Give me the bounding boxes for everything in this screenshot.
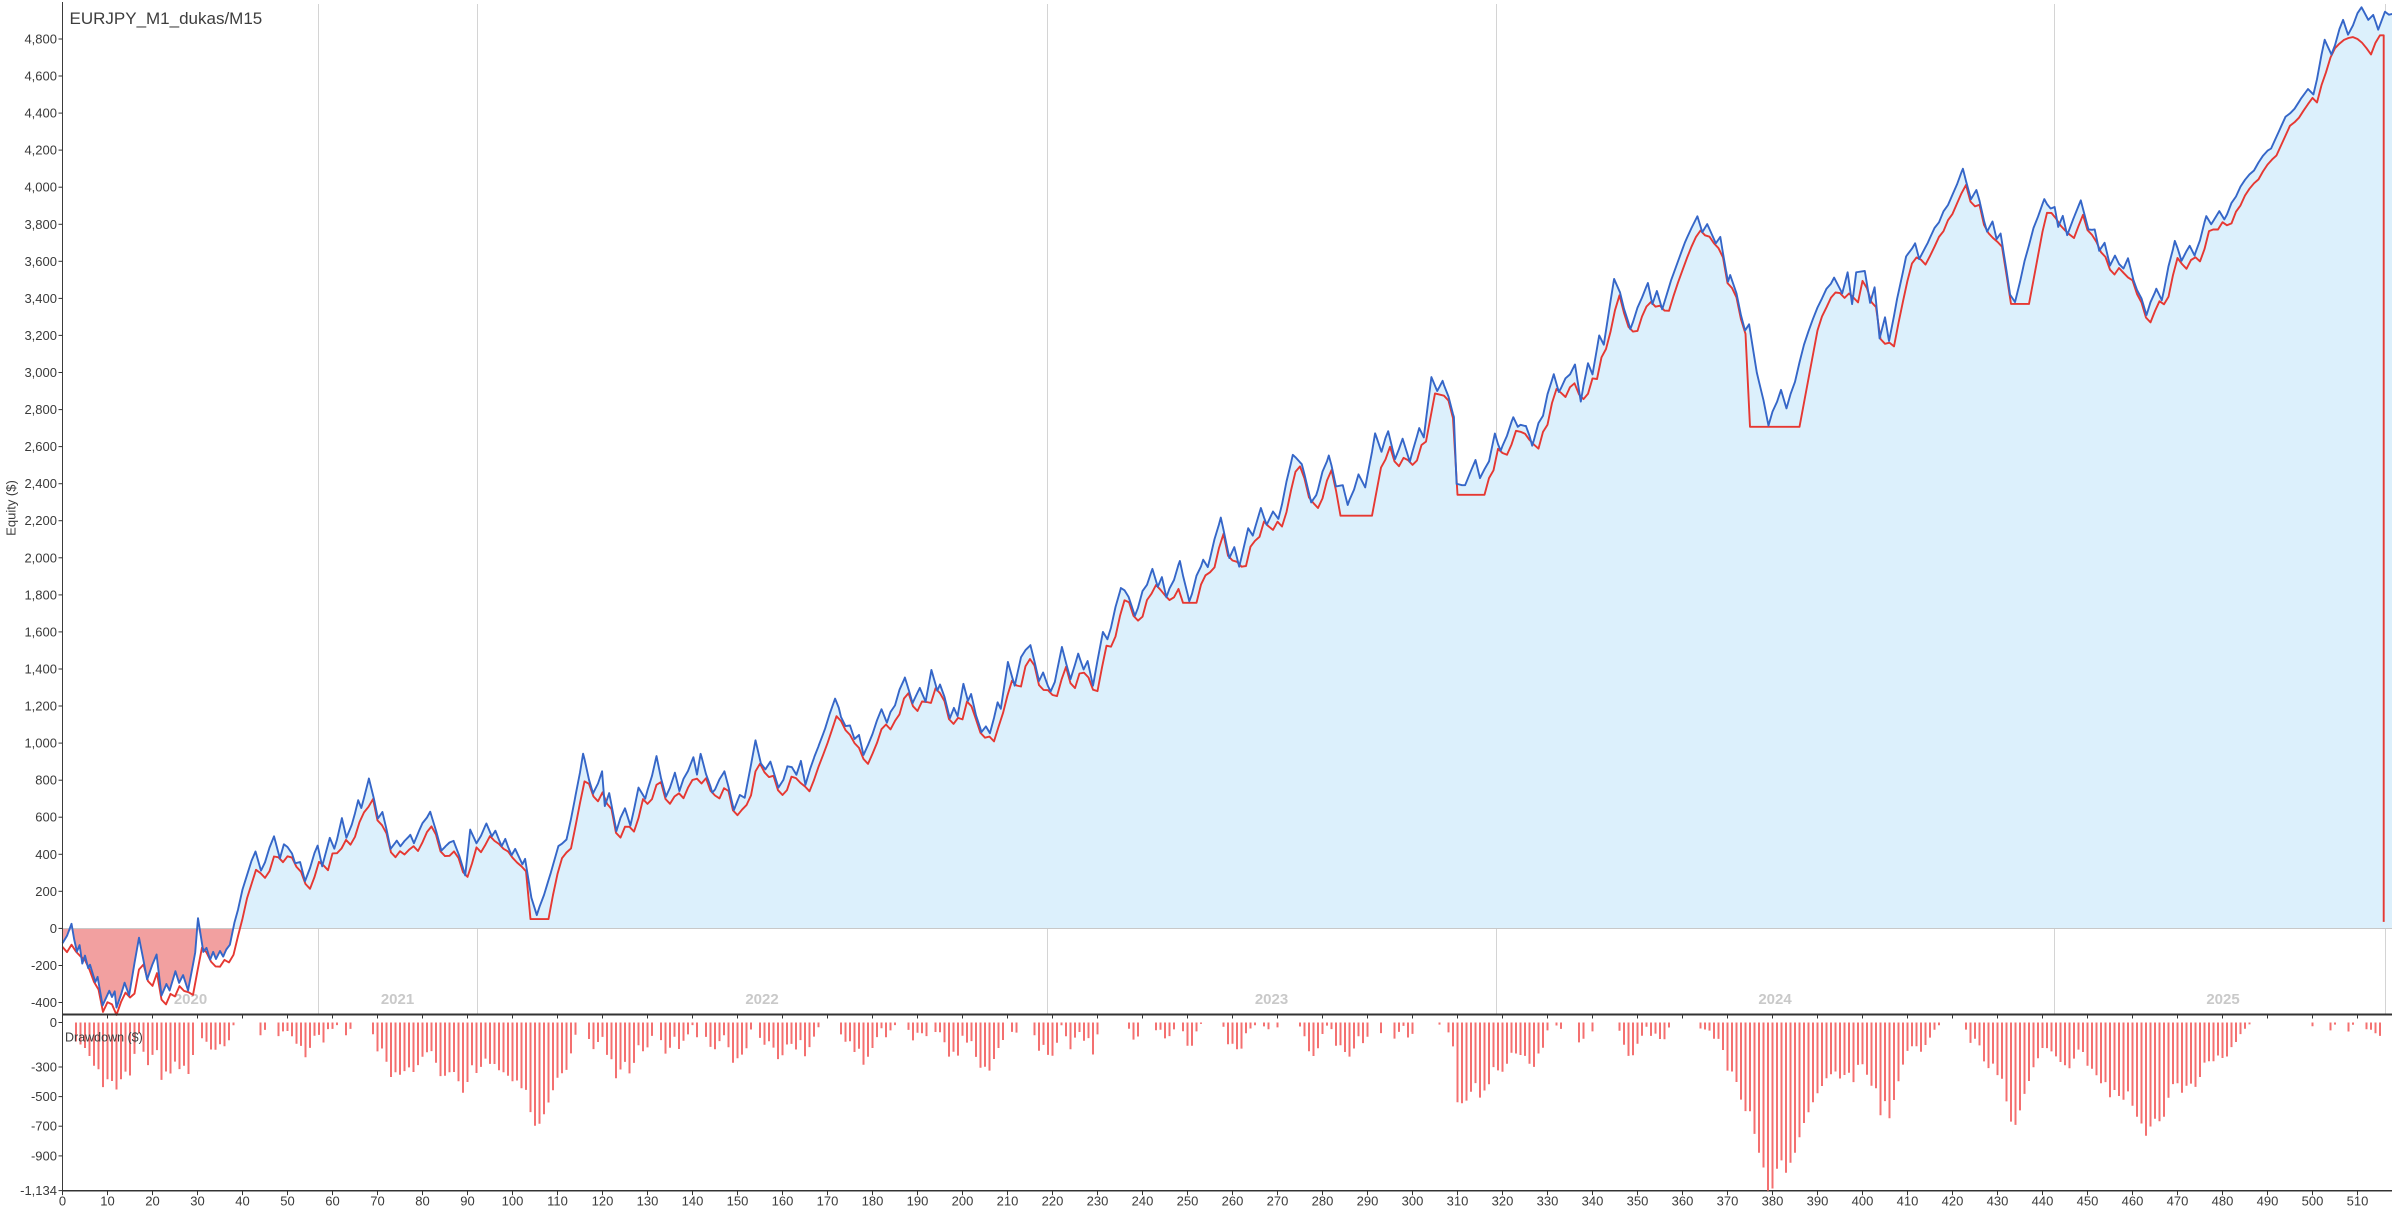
svg-text:280: 280 xyxy=(1312,1194,1334,1209)
svg-text:40: 40 xyxy=(235,1194,249,1209)
svg-text:420: 420 xyxy=(1942,1194,1964,1209)
svg-text:3,400: 3,400 xyxy=(24,291,57,306)
svg-text:490: 490 xyxy=(2257,1194,2279,1209)
svg-text:470: 470 xyxy=(2167,1194,2189,1209)
svg-text:260: 260 xyxy=(1222,1194,1244,1209)
svg-text:4,400: 4,400 xyxy=(24,106,57,121)
svg-text:2,800: 2,800 xyxy=(24,402,57,417)
svg-text:-200: -200 xyxy=(31,958,57,973)
svg-text:4,200: 4,200 xyxy=(24,143,57,158)
svg-text:500: 500 xyxy=(2302,1194,2324,1209)
svg-text:400: 400 xyxy=(35,847,57,862)
svg-text:200: 200 xyxy=(35,884,57,899)
svg-text:4,800: 4,800 xyxy=(24,32,57,47)
svg-text:210: 210 xyxy=(997,1194,1019,1209)
svg-text:30: 30 xyxy=(190,1194,204,1209)
svg-text:250: 250 xyxy=(1177,1194,1199,1209)
svg-text:370: 370 xyxy=(1717,1194,1739,1209)
svg-text:1,000: 1,000 xyxy=(24,736,57,751)
svg-text:Drawdown ($): Drawdown ($) xyxy=(65,1031,143,1045)
svg-text:390: 390 xyxy=(1807,1194,1829,1209)
svg-text:10: 10 xyxy=(100,1194,114,1209)
svg-text:190: 190 xyxy=(907,1194,929,1209)
svg-text:1,600: 1,600 xyxy=(24,624,57,639)
svg-text:230: 230 xyxy=(1087,1194,1109,1209)
svg-text:140: 140 xyxy=(682,1194,704,1209)
svg-text:2,000: 2,000 xyxy=(24,550,57,565)
svg-text:360: 360 xyxy=(1672,1194,1694,1209)
svg-text:2024: 2024 xyxy=(1758,991,1792,1008)
svg-text:130: 130 xyxy=(637,1194,659,1209)
svg-text:380: 380 xyxy=(1762,1194,1784,1209)
svg-text:50: 50 xyxy=(280,1194,294,1209)
svg-text:150: 150 xyxy=(727,1194,749,1209)
svg-text:4,600: 4,600 xyxy=(24,69,57,84)
svg-text:480: 480 xyxy=(2212,1194,2234,1209)
svg-text:270: 270 xyxy=(1267,1194,1289,1209)
svg-text:460: 460 xyxy=(2122,1194,2144,1209)
svg-text:300: 300 xyxy=(1402,1194,1424,1209)
svg-text:3,800: 3,800 xyxy=(24,217,57,232)
svg-text:3,600: 3,600 xyxy=(24,254,57,269)
svg-text:2020: 2020 xyxy=(174,991,207,1008)
svg-text:-700: -700 xyxy=(31,1119,57,1134)
svg-text:310: 310 xyxy=(1447,1194,1469,1209)
svg-text:3,200: 3,200 xyxy=(24,328,57,343)
svg-text:350: 350 xyxy=(1627,1194,1649,1209)
svg-text:400: 400 xyxy=(1852,1194,1874,1209)
svg-text:2021: 2021 xyxy=(381,991,414,1008)
svg-text:Equity ($): Equity ($) xyxy=(4,480,19,536)
svg-text:160: 160 xyxy=(772,1194,794,1209)
svg-text:100: 100 xyxy=(502,1194,524,1209)
svg-text:EURJPY_M1_dukas/M15: EURJPY_M1_dukas/M15 xyxy=(70,9,263,28)
svg-text:410: 410 xyxy=(1897,1194,1919,1209)
svg-text:240: 240 xyxy=(1132,1194,1154,1209)
svg-text:320: 320 xyxy=(1492,1194,1514,1209)
svg-text:220: 220 xyxy=(1042,1194,1064,1209)
svg-text:120: 120 xyxy=(592,1194,614,1209)
svg-text:-300: -300 xyxy=(31,1060,57,1075)
svg-text:20: 20 xyxy=(145,1194,159,1209)
svg-text:-1,134: -1,134 xyxy=(20,1183,57,1198)
svg-text:170: 170 xyxy=(817,1194,839,1209)
svg-text:2022: 2022 xyxy=(745,991,778,1008)
svg-text:800: 800 xyxy=(35,773,57,788)
svg-text:440: 440 xyxy=(2032,1194,2054,1209)
svg-text:-900: -900 xyxy=(31,1148,57,1163)
svg-text:2025: 2025 xyxy=(2206,991,2239,1008)
svg-text:2,400: 2,400 xyxy=(24,476,57,491)
svg-text:340: 340 xyxy=(1582,1194,1604,1209)
svg-text:2,200: 2,200 xyxy=(24,513,57,528)
svg-text:90: 90 xyxy=(460,1194,474,1209)
svg-text:600: 600 xyxy=(35,810,57,825)
svg-text:0: 0 xyxy=(59,1194,66,1209)
svg-text:1,800: 1,800 xyxy=(24,587,57,602)
svg-text:2023: 2023 xyxy=(1255,991,1288,1008)
svg-text:2,600: 2,600 xyxy=(24,439,57,454)
svg-text:1,400: 1,400 xyxy=(24,662,57,677)
svg-text:0: 0 xyxy=(50,1015,57,1030)
svg-text:180: 180 xyxy=(862,1194,884,1209)
svg-text:430: 430 xyxy=(1987,1194,2009,1209)
svg-text:0: 0 xyxy=(50,921,57,936)
svg-text:70: 70 xyxy=(370,1194,384,1209)
svg-text:200: 200 xyxy=(952,1194,974,1209)
svg-text:3,000: 3,000 xyxy=(24,365,57,380)
svg-text:1,200: 1,200 xyxy=(24,699,57,714)
svg-text:510: 510 xyxy=(2347,1194,2369,1209)
svg-text:110: 110 xyxy=(547,1194,568,1209)
svg-text:330: 330 xyxy=(1537,1194,1559,1209)
svg-text:290: 290 xyxy=(1357,1194,1379,1209)
svg-text:60: 60 xyxy=(325,1194,339,1209)
svg-text:80: 80 xyxy=(415,1194,429,1209)
svg-text:450: 450 xyxy=(2077,1194,2099,1209)
svg-text:-400: -400 xyxy=(31,995,57,1010)
svg-text:4,000: 4,000 xyxy=(24,180,57,195)
svg-text:-500: -500 xyxy=(31,1089,57,1104)
